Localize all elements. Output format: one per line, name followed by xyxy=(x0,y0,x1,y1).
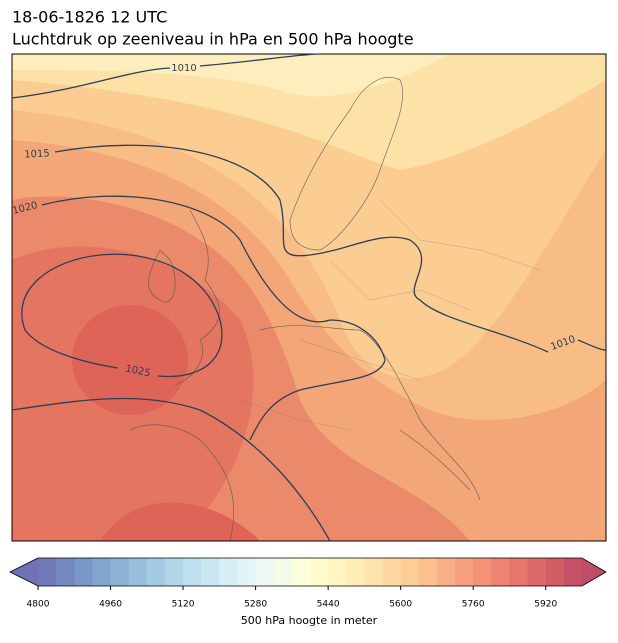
colorbar-bin xyxy=(219,558,238,586)
isobar-label: 1025 xyxy=(124,363,151,379)
colorbar-bin xyxy=(382,558,402,586)
isobar-label: 1015 xyxy=(24,148,50,160)
colorbar-bin xyxy=(418,558,438,586)
colorbar-bin xyxy=(255,558,275,586)
colorbar-outline xyxy=(9,557,607,587)
colorbar-tick-label: 5600 xyxy=(389,600,412,610)
colorbar-label: 500 hPa hoogte in meter xyxy=(241,614,378,627)
colorbar-tick-label: 5920 xyxy=(534,600,557,610)
colorbar-bin xyxy=(164,558,184,586)
title-line: 18-06-1826 12 UTC xyxy=(12,8,167,27)
isobar-label: 1010 xyxy=(171,63,196,74)
colorbar-bin xyxy=(146,558,166,586)
colorbar-bin xyxy=(74,558,93,586)
colorbar-bin xyxy=(92,558,112,586)
colorbar-bin xyxy=(237,558,257,586)
colorbar-bin xyxy=(273,558,293,586)
colorbar-bin xyxy=(364,558,384,586)
colorbar-tick-label: 4960 xyxy=(99,600,122,610)
colorbar-bin xyxy=(400,558,420,586)
colorbar-extend xyxy=(10,558,38,586)
colorbar-bin xyxy=(110,558,130,586)
map xyxy=(12,54,606,541)
colorbar-bin xyxy=(310,558,329,586)
colorbar-bin xyxy=(183,558,202,586)
colorbar-tick-label: 5120 xyxy=(172,600,195,610)
colorbar-bin xyxy=(346,558,365,586)
colorbar-bin xyxy=(436,558,456,586)
colorbar-bin xyxy=(328,558,347,586)
colorbar-bin xyxy=(563,558,583,586)
colorbar-bin xyxy=(291,558,311,586)
colorbar-bin xyxy=(527,558,547,586)
colorbar-tick-label: 5760 xyxy=(462,600,485,610)
colorbar-bin xyxy=(455,558,474,586)
colorbar-bin xyxy=(128,558,148,586)
colorbar-tick-label: 5280 xyxy=(244,600,267,610)
colorbar-bin xyxy=(201,558,220,586)
colorbar-bin xyxy=(491,558,510,586)
title-line: Luchtdruk op zeeniveau in hPa en 500 hPa… xyxy=(12,30,414,49)
colorbar-bin xyxy=(545,558,565,586)
colorbar: 4800 4960 5120 5280 5440 5600 5760 5920 xyxy=(9,557,607,610)
colorbar-tick-label: 5440 xyxy=(317,600,340,610)
colorbar-extend xyxy=(582,558,606,586)
colorbar-bin xyxy=(473,558,492,586)
colorbar-tick-label: 4800 xyxy=(27,600,50,610)
colorbar-bin xyxy=(38,558,57,586)
colorbar-bin xyxy=(56,558,75,586)
colorbar-bin xyxy=(509,558,529,586)
